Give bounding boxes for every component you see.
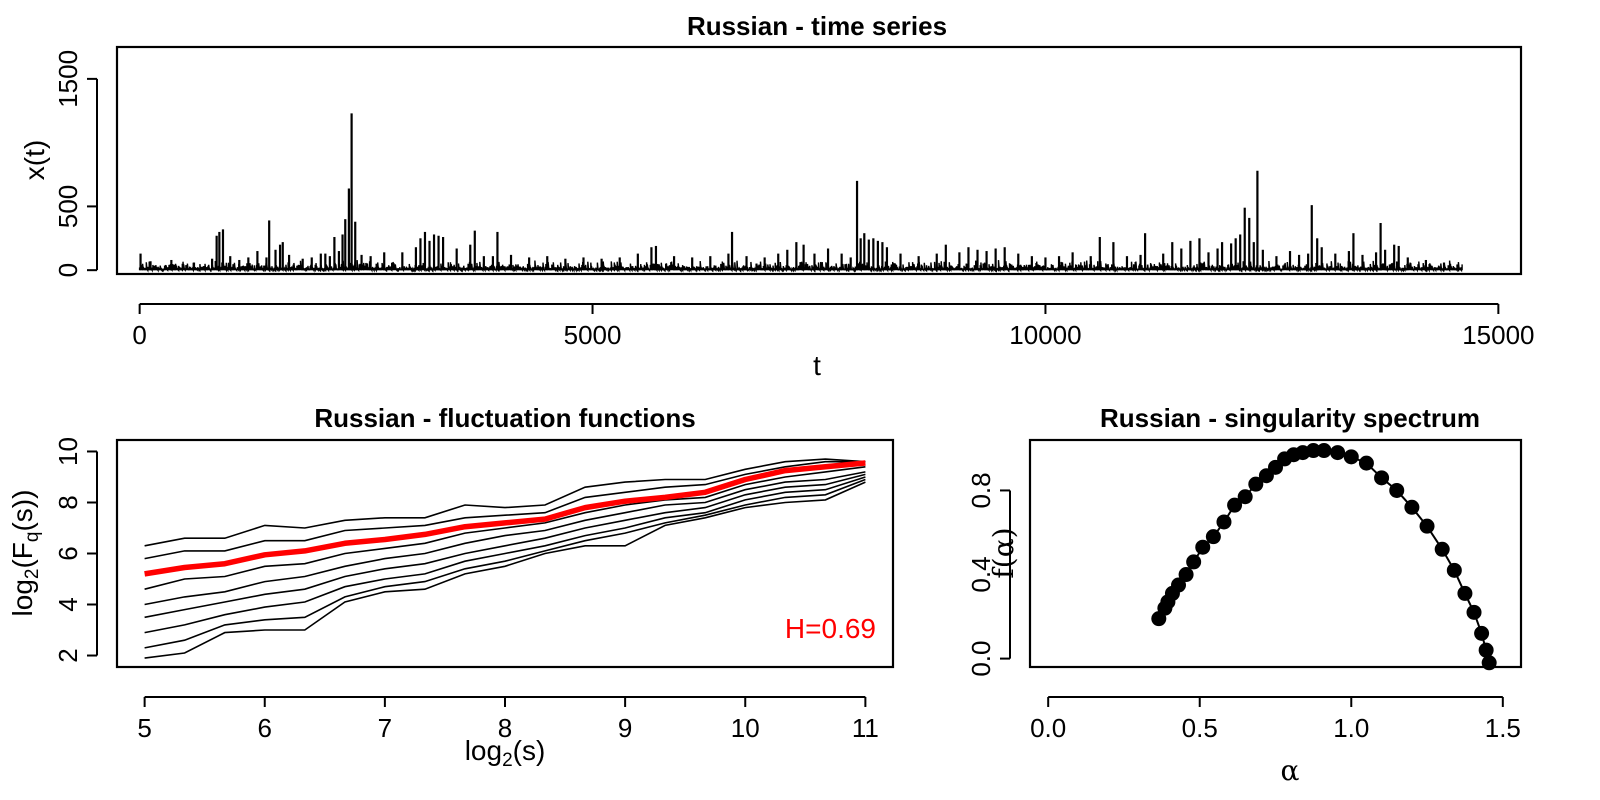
fluctuation-x-tick-label: 7	[378, 713, 392, 743]
fluctuation-title: Russian - fluctuation functions	[314, 403, 695, 433]
fluctuation-line-q7	[144, 478, 866, 649]
spectrum-x-tick-label: 0.5	[1182, 713, 1218, 743]
fluctuation-x-tick-label: 9	[618, 713, 632, 743]
time-series-panel: Russian - time series 0 5000 10000 15000 0 50…	[19, 11, 1535, 381]
spectrum-point	[1446, 562, 1462, 578]
spectrum-point	[1389, 482, 1405, 498]
time-series-y-tick-label: 0	[53, 263, 83, 277]
spectrum-title: Russian - singularity spectrum	[1100, 403, 1480, 433]
spectrum-xlabel: α	[1281, 754, 1300, 787]
spectrum-point	[1474, 625, 1490, 641]
spectrum-point	[1316, 443, 1332, 459]
fluctuation-y-tick-label: 2	[53, 648, 83, 662]
fluctuation-line-q3	[144, 466, 866, 590]
spectrum-point	[1227, 497, 1243, 513]
spectrum-point	[1171, 577, 1187, 593]
spectrum-point	[1195, 539, 1211, 555]
fluctuation-ylabel: log2(Fq(s))	[7, 490, 43, 617]
spectrum-point	[1419, 518, 1435, 534]
fluctuation-line-q2	[144, 460, 866, 560]
fluctuation-line-q8	[144, 481, 866, 659]
fluctuation-y-tick-label: 6	[53, 546, 83, 560]
spectrum-frame	[1028, 438, 1523, 669]
time-series-frame	[115, 45, 1523, 276]
time-series-x-tick-label: 10000	[1009, 320, 1081, 350]
spectrum-point	[1358, 455, 1374, 471]
time-series-ylabel: x(t)	[19, 140, 50, 180]
time-series-y-tick-label: 500	[53, 185, 83, 228]
spectrum-marks	[1151, 443, 1497, 671]
spectrum-x-tick-label: 1.0	[1333, 713, 1369, 743]
spectrum-y-tick-label: 0.0	[966, 641, 996, 677]
spectrum-y-tick-label: 0.4	[966, 556, 996, 592]
spectrum-point	[1343, 449, 1359, 465]
fluctuation-y-tick-label: 4	[53, 597, 83, 611]
spectrum-x-tick-label: 0.0	[1030, 713, 1066, 743]
spectrum-point	[1216, 514, 1232, 530]
time-series-title: Russian - time series	[687, 11, 947, 41]
spectrum-point	[1466, 604, 1482, 620]
fluctuation-x-tick-label: 10	[731, 713, 760, 743]
time-series-y-tick-label: 1500	[53, 50, 83, 108]
fluctuation-x-tick-label: 8	[498, 713, 512, 743]
spectrum-point	[1374, 470, 1390, 486]
spectrum-point	[1186, 554, 1202, 570]
spectrum-panel: Russian - singularity spectrum 0.0 0.5 1.0…	[966, 403, 1523, 787]
fluctuation-line-q1	[144, 458, 866, 547]
time-series-axes: 0 5000 10000 15000 0 500 1500	[53, 50, 1535, 350]
fluctuation-frame	[115, 438, 895, 669]
hurst-annotation: H=0.69	[785, 613, 876, 644]
spectrum-axes: 0.0 0.5 1.0 1.5 0.0 0.4 0.8	[966, 472, 1521, 743]
spectrum-point	[1330, 445, 1346, 461]
fluctuation-marks	[144, 458, 866, 659]
fluctuation-x-tick-label: 6	[258, 713, 272, 743]
fluctuation-y-tick-label: 8	[53, 495, 83, 509]
time-series-x-tick-label: 15000	[1462, 320, 1534, 350]
fluctuation-line-q4	[144, 471, 866, 606]
spectrum-y-tick-label: 0.8	[966, 472, 996, 508]
fluctuation-line-q5	[144, 473, 866, 619]
spectrum-point	[1205, 529, 1221, 545]
fluctuation-highlight-line	[144, 460, 866, 577]
spectrum-point	[1178, 567, 1194, 583]
spectrum-point	[1237, 489, 1253, 505]
time-series-marks	[138, 113, 1463, 273]
time-series-x-tick-label: 0	[132, 320, 146, 350]
fluctuation-x-tick-label: 11	[852, 713, 879, 743]
fluctuation-y-tick-label: 10	[53, 437, 83, 466]
time-series-x-tick-label: 5000	[564, 320, 622, 350]
spectrum-point	[1305, 443, 1321, 459]
fluctuation-line-q6	[144, 476, 866, 634]
time-series-xlabel: t	[813, 350, 821, 381]
time-series-trace	[138, 260, 1463, 273]
fluctuation-x-tick-label: 5	[137, 713, 151, 743]
spectrum-point	[1434, 541, 1450, 557]
spectrum-x-tick-label: 1.5	[1485, 713, 1521, 743]
spectrum-point	[1478, 642, 1494, 658]
spectrum-point	[1457, 585, 1473, 601]
spectrum-point	[1404, 499, 1420, 515]
spectrum-ylabel: f(α)	[987, 527, 1020, 578]
spectrum-point	[1248, 476, 1264, 492]
fluctuation-panel: Russian - fluctuation functions 5 6 7 8 9 10 1…	[7, 403, 895, 771]
fluctuation-axes: 5 6 7 8 9 10 11 2 4 6 8 10	[53, 437, 879, 743]
